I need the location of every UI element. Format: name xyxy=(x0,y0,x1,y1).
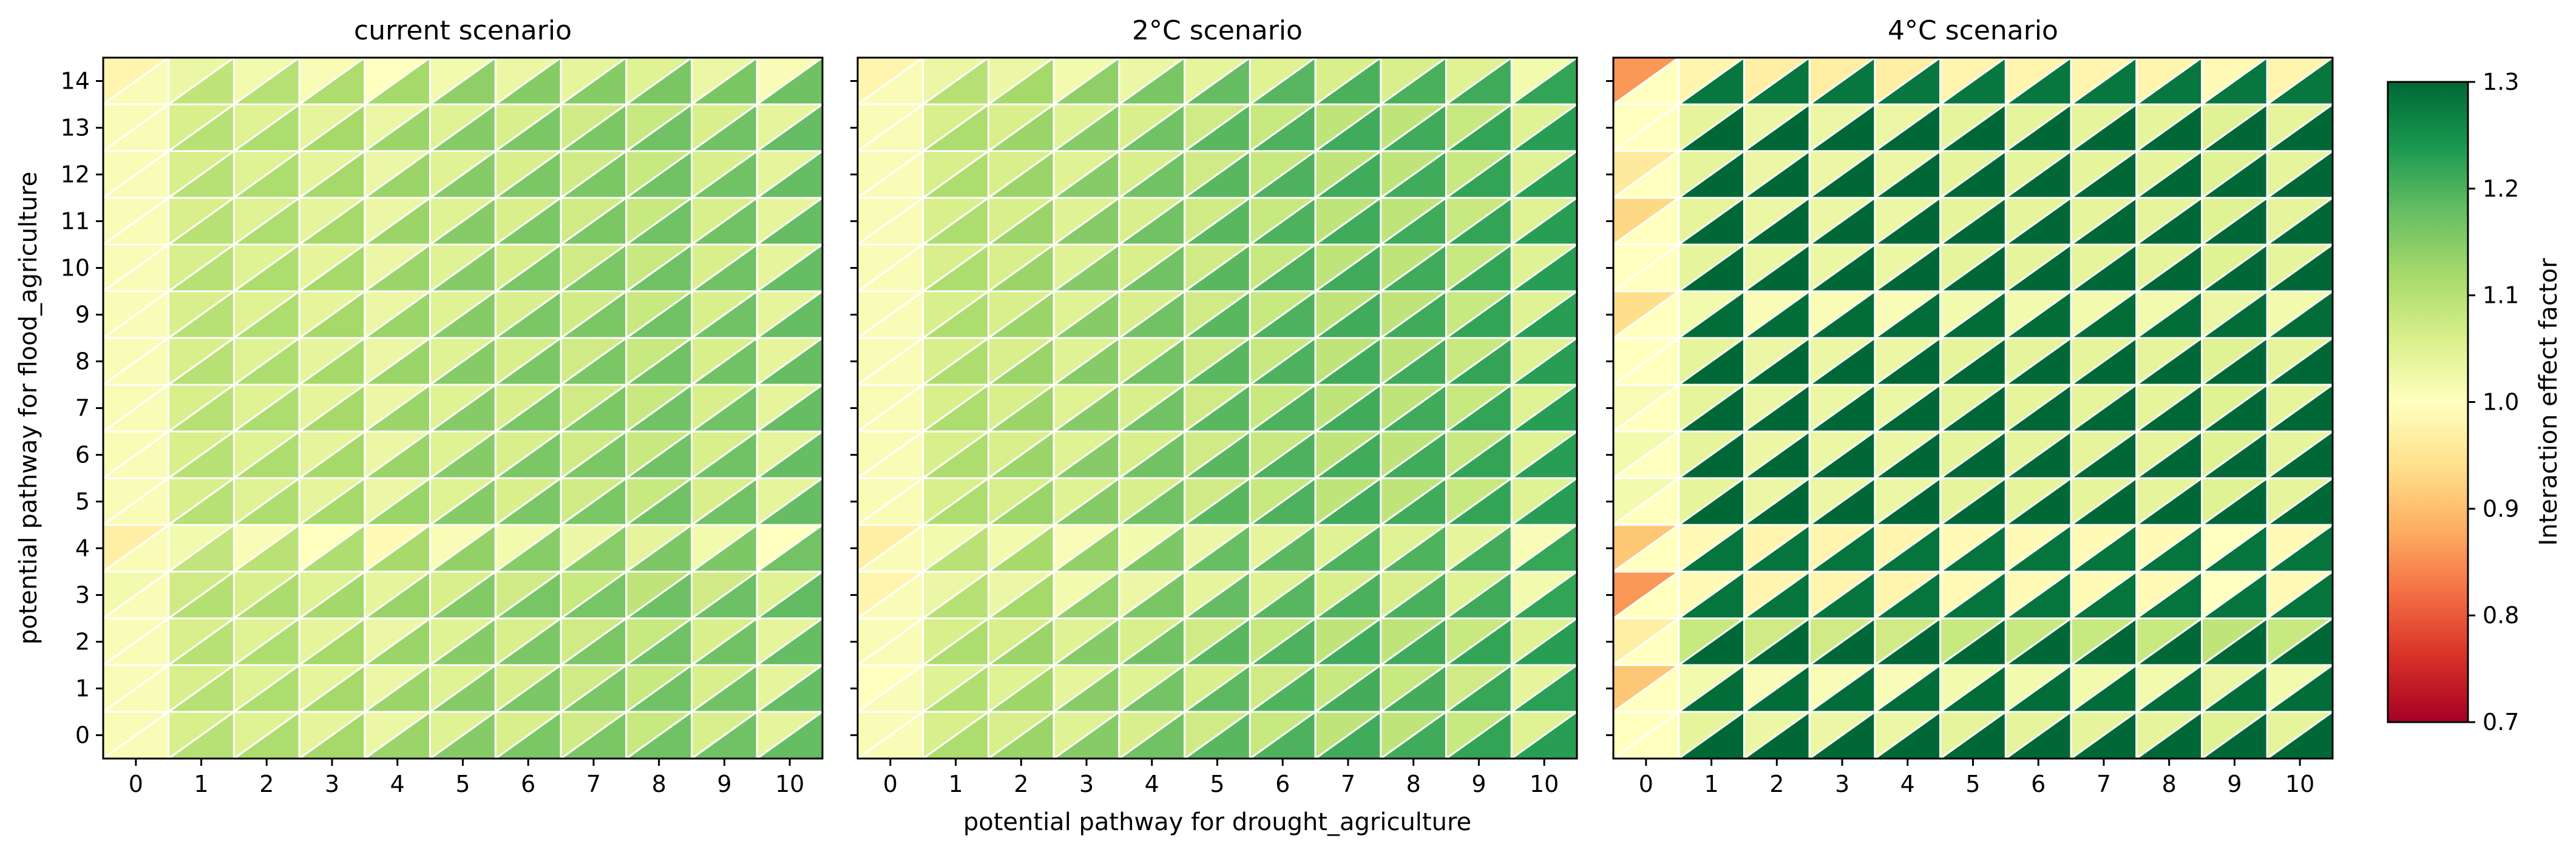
x-tick-label: 4 xyxy=(1900,771,1915,797)
x-tick-label: 9 xyxy=(1471,771,1486,797)
x-tick-label: 3 xyxy=(1835,771,1849,797)
x-tick-label: 2 xyxy=(259,771,274,797)
x-tick-label: 9 xyxy=(2227,771,2242,797)
x-tick-label: 3 xyxy=(1079,771,1094,797)
x-tick-label: 0 xyxy=(129,771,143,797)
colorbar-tick-label: 0.9 xyxy=(2483,495,2519,522)
x-tick-label: 4 xyxy=(1145,771,1159,797)
y-tick-label: 6 xyxy=(75,442,90,468)
panel-title: 2°C scenario xyxy=(1132,15,1303,46)
colorbar-tick-label: 0.8 xyxy=(2483,602,2519,629)
x-tick-label: 3 xyxy=(325,771,339,797)
colorbar: 0.7 0.8 0.9 1.0 1.1 1.2 1.3 Interaction effect … xyxy=(2387,69,2563,735)
colorbar-tick-label: 1.2 xyxy=(2483,175,2519,202)
y-tick-label: 4 xyxy=(75,535,90,562)
x-tick-label: 7 xyxy=(2096,771,2111,797)
x-tick-label: 1 xyxy=(194,771,208,797)
panel-1: 2°C scenario 0 1 2 3 4 5 6 7 8 9 10 xyxy=(850,15,1578,797)
panel-title: current scenario xyxy=(354,15,572,46)
x-tick-label: 10 xyxy=(2285,771,2314,797)
y-tick-label: 5 xyxy=(75,489,90,515)
x-tick-label: 5 xyxy=(455,771,470,797)
x-axis-label: potential pathway for drought_agricultur… xyxy=(963,808,1471,836)
x-tick-label: 6 xyxy=(1275,771,1290,797)
panel-2: 4°C scenario 0 1 2 3 4 5 6 7 8 9 10 xyxy=(1606,15,2334,797)
y-tick-label: 3 xyxy=(75,582,90,609)
x-tick-label: 0 xyxy=(1639,771,1653,797)
x-tick-label: 10 xyxy=(775,771,804,797)
x-tick-label: 8 xyxy=(2162,771,2177,797)
x-tick-label: 10 xyxy=(1530,771,1559,797)
x-tick-label: 1 xyxy=(1704,771,1718,797)
y-tick-label: 0 xyxy=(75,722,90,749)
y-tick-label: 13 xyxy=(61,115,90,141)
x-tick-label: 8 xyxy=(652,771,666,797)
y-tick-label: 8 xyxy=(75,348,90,375)
y-tick-label: 10 xyxy=(61,255,90,282)
x-tick-label: 5 xyxy=(1965,771,1980,797)
x-tick-label: 0 xyxy=(883,771,898,797)
y-tick-label: 2 xyxy=(75,629,90,655)
x-tick-label: 4 xyxy=(390,771,405,797)
x-tick-label: 2 xyxy=(1014,771,1028,797)
x-tick-label: 8 xyxy=(1406,771,1421,797)
colorbar-tick-label: 1.1 xyxy=(2483,282,2519,309)
x-tick-label: 7 xyxy=(1341,771,1355,797)
y-tick-label: 1 xyxy=(75,675,90,702)
x-tick-label: 5 xyxy=(1210,771,1224,797)
x-tick-label: 9 xyxy=(717,771,731,797)
y-tick-label: 11 xyxy=(61,208,90,235)
x-tick-label: 7 xyxy=(586,771,601,797)
colorbar-label: Interaction effect factor xyxy=(2535,258,2563,546)
colorbar-tick-label: 0.7 xyxy=(2483,709,2519,735)
x-tick-label: 1 xyxy=(948,771,963,797)
x-tick-label: 6 xyxy=(2031,771,2046,797)
y-tick-label: 9 xyxy=(75,302,90,328)
colorbar-gradient xyxy=(2387,81,2469,723)
colorbar-tick-label: 1.3 xyxy=(2483,69,2519,95)
panel-title: 4°C scenario xyxy=(1888,15,2058,46)
y-axis-label: potential pathway for flood_agriculture xyxy=(15,172,42,645)
x-tick-label: 2 xyxy=(1769,771,1784,797)
y-tick-label: 7 xyxy=(75,395,90,422)
colorbar-tick-label: 1.0 xyxy=(2483,389,2519,416)
y-tick-label: 14 xyxy=(61,68,90,95)
y-tick-label: 12 xyxy=(61,161,90,188)
x-tick-label: 6 xyxy=(521,771,535,797)
